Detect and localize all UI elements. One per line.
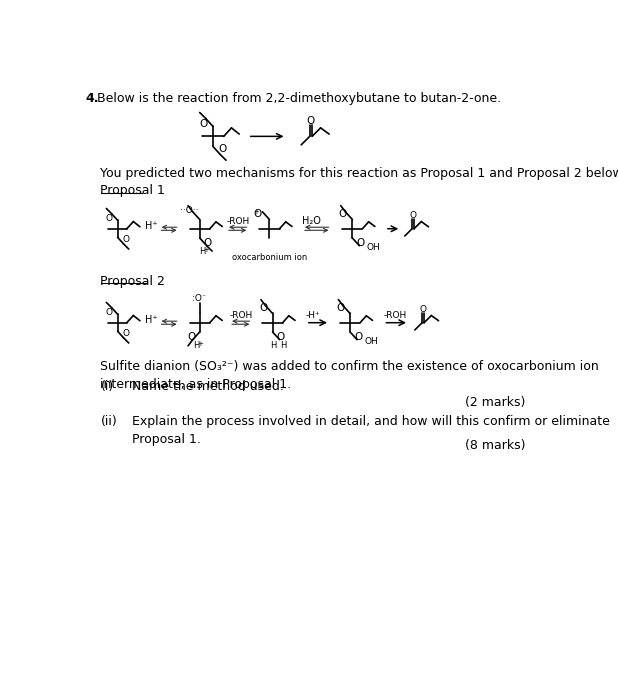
Text: (ii): (ii) [101, 415, 117, 428]
Text: Below is the reaction from 2,2-dimethoxybutane to butan-2-one.: Below is the reaction from 2,2-dimethoxy… [98, 92, 502, 105]
Text: OH: OH [364, 337, 378, 346]
Text: +: + [253, 209, 259, 215]
Text: O: O [203, 237, 212, 248]
Text: 4.: 4. [85, 92, 98, 105]
Text: Explain the process involved in detail, and how will this confirm or eliminate
P: Explain the process involved in detail, … [132, 415, 609, 446]
Text: ⁻: ⁻ [201, 293, 205, 302]
Text: +: + [198, 342, 203, 347]
Text: oxocarbonium ion: oxocarbonium ion [232, 253, 307, 262]
Text: O: O [199, 119, 208, 129]
Text: H: H [270, 342, 276, 350]
Text: H⁺: H⁺ [145, 220, 158, 231]
Text: O: O [276, 332, 285, 342]
Text: H₂O: H₂O [302, 216, 321, 226]
Text: O: O [188, 332, 196, 342]
Text: O: O [106, 214, 113, 223]
Text: -ROH: -ROH [227, 216, 250, 225]
Text: +: + [204, 246, 210, 253]
Text: OH: OH [366, 243, 380, 252]
Text: O: O [336, 303, 345, 313]
Text: O: O [122, 235, 129, 244]
Text: -ROH: -ROH [230, 311, 253, 319]
Text: H: H [280, 342, 287, 350]
Text: (i): (i) [101, 381, 114, 393]
Text: H: H [199, 246, 205, 256]
Text: Name the method used.: Name the method used. [132, 381, 284, 393]
Text: -H⁺: -H⁺ [306, 311, 321, 319]
Text: O: O [410, 211, 417, 220]
Text: (8 marks): (8 marks) [465, 439, 525, 452]
Text: O: O [259, 303, 267, 313]
Text: O: O [106, 308, 113, 316]
Text: O: O [356, 237, 365, 248]
Text: :O: :O [192, 293, 202, 302]
Text: O: O [253, 209, 261, 219]
Text: H: H [193, 342, 199, 350]
Text: You predicted two mechanisms for this reaction as Proposal 1 and Proposal 2 belo: You predicted two mechanisms for this re… [101, 167, 618, 180]
Text: -ROH: -ROH [383, 311, 407, 319]
Text: Proposal 1: Proposal 1 [101, 184, 166, 197]
Text: (2 marks): (2 marks) [465, 396, 525, 409]
Text: O: O [218, 144, 227, 155]
Text: H⁺: H⁺ [145, 314, 158, 325]
Text: Sulfite dianion (SO₃²⁻) was added to confirm the existence of oxocarbonium ion
i: Sulfite dianion (SO₃²⁻) was added to con… [101, 360, 599, 391]
Text: O: O [354, 332, 362, 342]
Text: O: O [420, 305, 426, 314]
Text: O: O [122, 329, 129, 338]
Text: ··O··: ··O·· [180, 206, 199, 215]
Text: Proposal 2: Proposal 2 [101, 275, 166, 288]
Text: O: O [339, 209, 347, 219]
Text: O: O [307, 116, 315, 126]
